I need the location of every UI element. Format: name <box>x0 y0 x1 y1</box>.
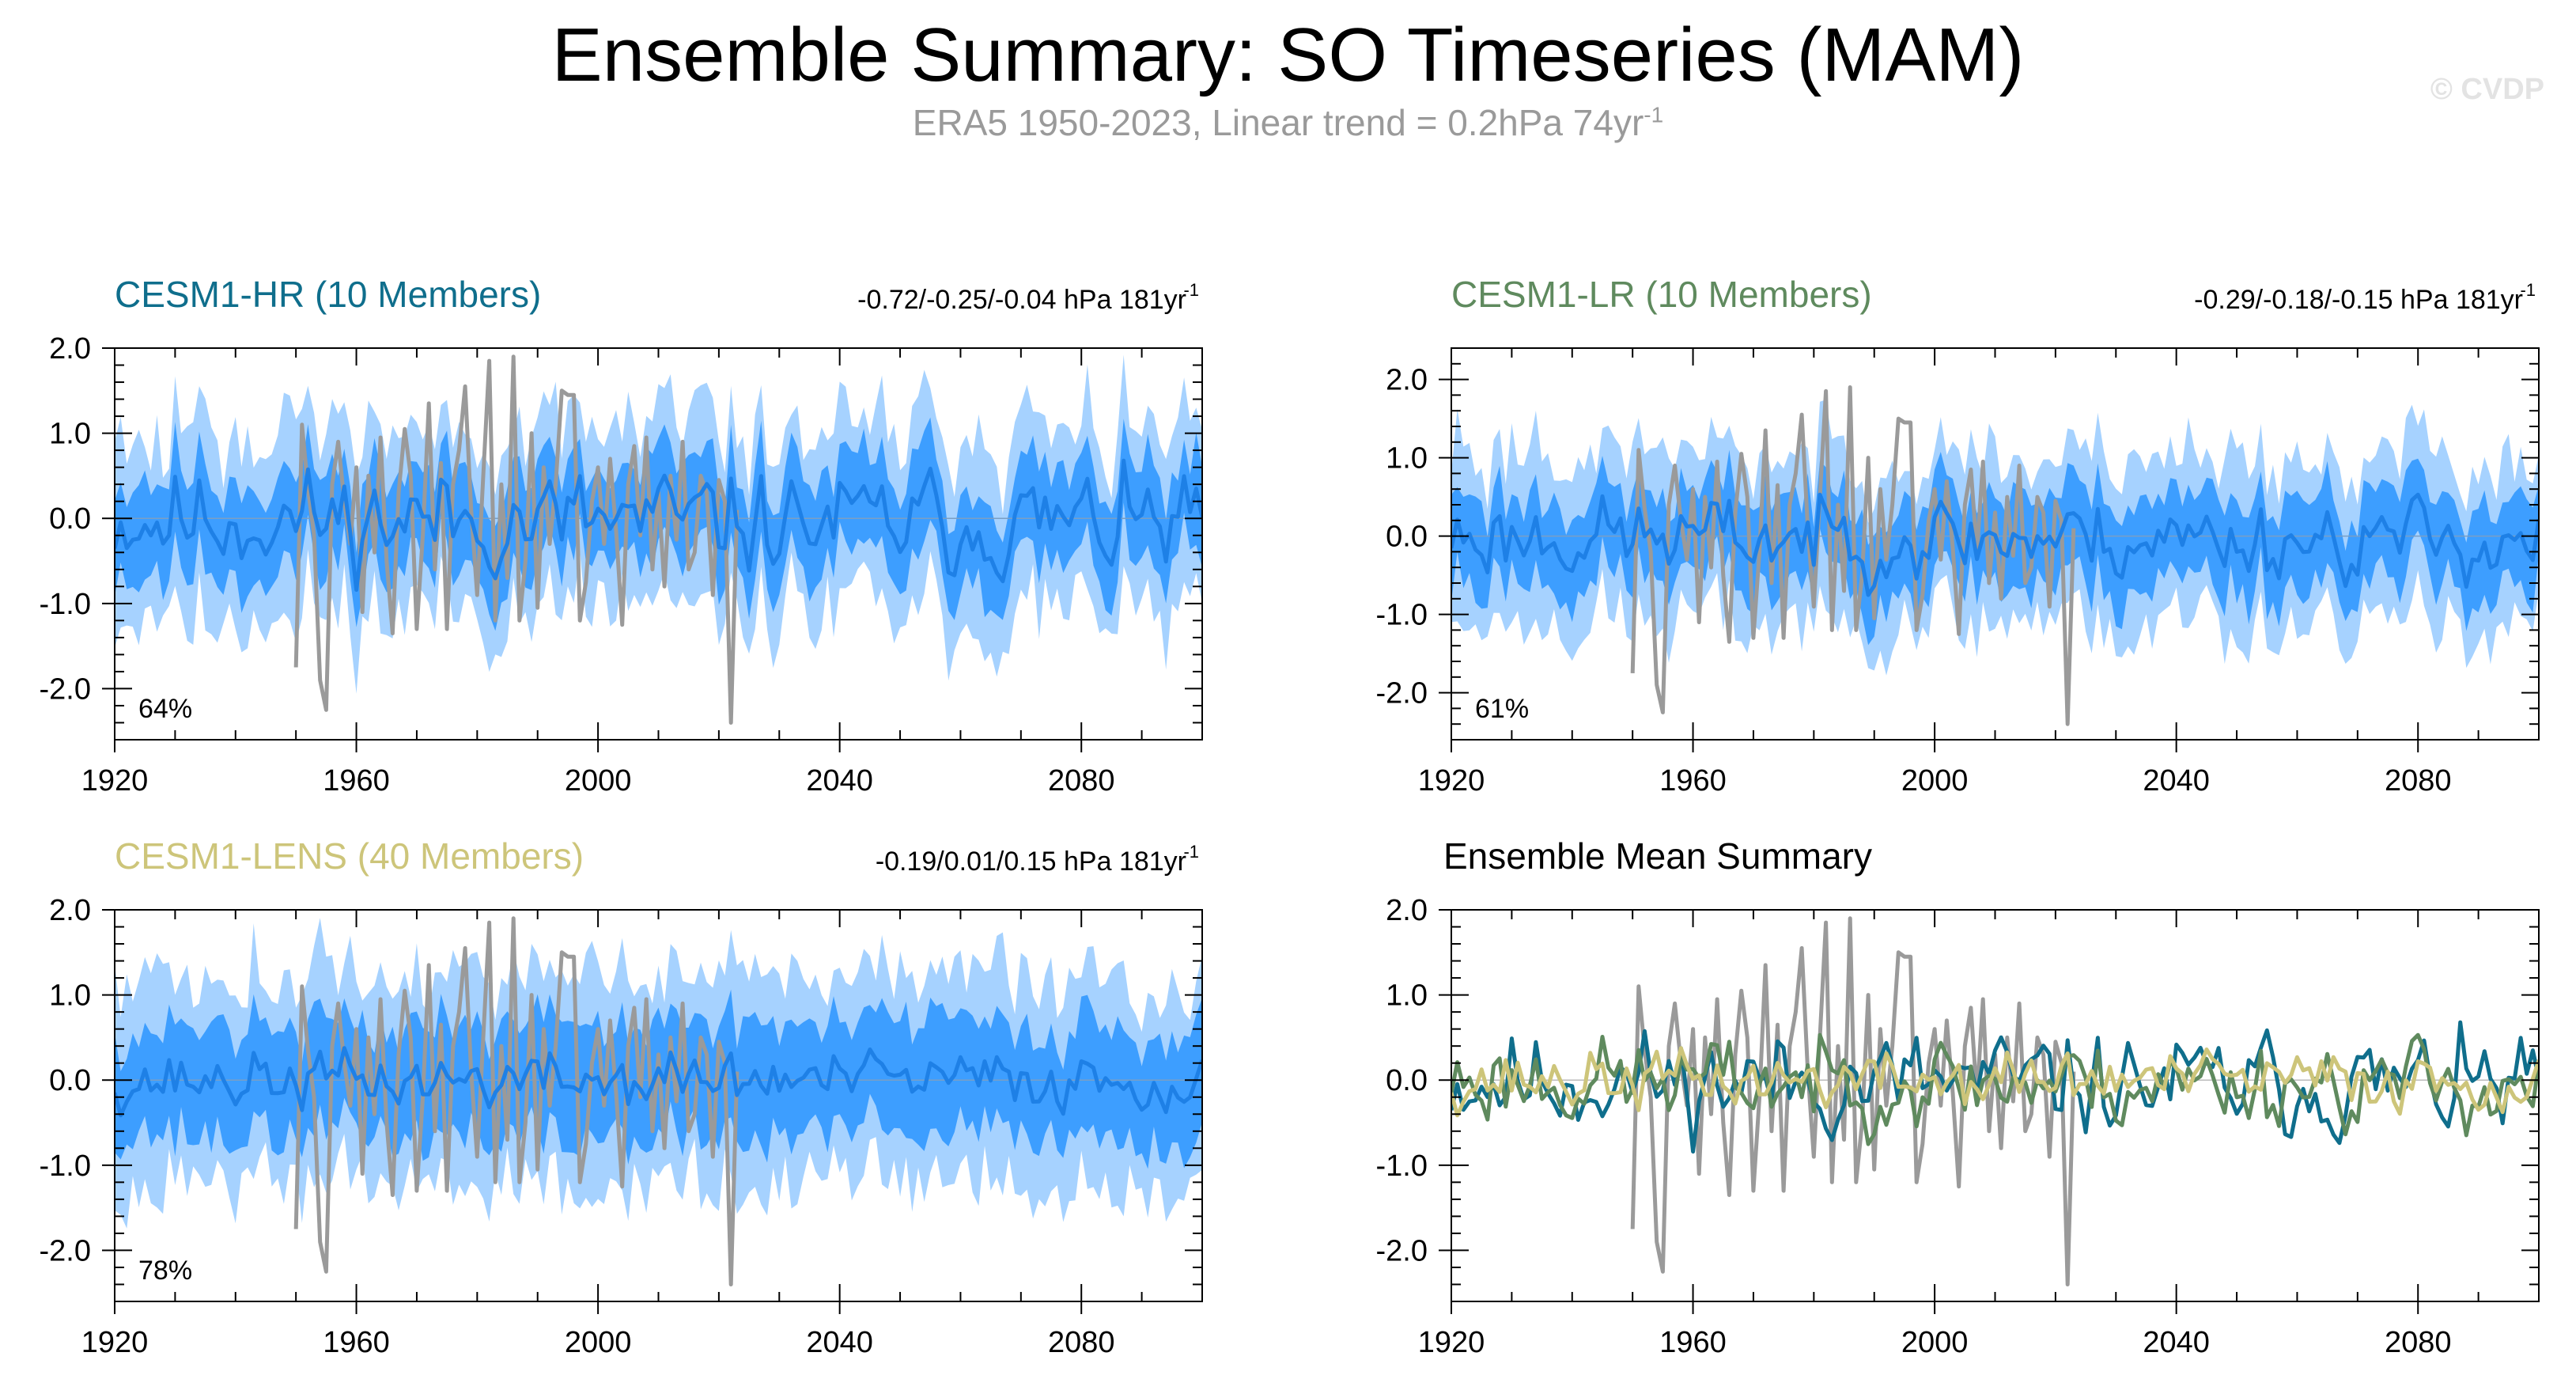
y-tick-label: 0.0 <box>1386 1064 1428 1097</box>
ensemble-mean-line <box>115 1046 1202 1118</box>
y-tick-label: 2.0 <box>1386 894 1428 927</box>
plot-area <box>115 916 1202 1286</box>
percent-label: 64% <box>138 694 192 724</box>
y-tick-label: 0.0 <box>49 502 91 536</box>
inner-spread-band <box>1451 449 2539 646</box>
x-tick-label: 2040 <box>806 764 873 797</box>
x-tick-label: 2000 <box>1901 764 1969 797</box>
y-tick-label: -2.0 <box>1376 677 1428 710</box>
plot-area <box>1451 916 2539 1286</box>
x-tick-label: 1920 <box>81 1326 149 1359</box>
x-tick-label: 2080 <box>2385 1326 2452 1359</box>
x-tick-label: 2000 <box>1901 1326 1969 1359</box>
panel-title: CESM1-LR (10 Members) <box>1451 274 1872 315</box>
panel-title: Ensemble Mean Summary <box>1443 835 1872 877</box>
ensemble-mean-line <box>1451 492 2539 597</box>
observations-line <box>293 916 740 1286</box>
chart-cesm1-lens: 1920 1960 2000 2040 2080 2.0 1.0 0.0 -1.0 -2.0 CES… <box>40 835 1203 1359</box>
trend-label: -0.19/0.01/0.15 hPa 181yr <box>876 847 1186 877</box>
trend-label-superscript: -1 <box>1183 280 1199 300</box>
x-tick-label: 2000 <box>565 1326 632 1359</box>
subtitle-superscript: -1 <box>1644 102 1664 127</box>
y-tick-label: -1.0 <box>40 1150 91 1183</box>
y-tick-label: -1.0 <box>1376 1150 1428 1183</box>
trend-label: -0.72/-0.25/-0.04 hPa 181yr <box>857 285 1186 315</box>
x-tick-label: 2080 <box>2385 764 2452 797</box>
x-tick-label: 1920 <box>1418 764 1485 797</box>
y-tick-label: 1.0 <box>49 979 91 1013</box>
x-tick-label: 2040 <box>2143 764 2210 797</box>
y-tick-label: -2.0 <box>40 672 91 706</box>
cesm1_hr-mean-line <box>1451 1020 2539 1154</box>
x-tick-label: 2080 <box>1048 764 1115 797</box>
y-tick-label: -2.0 <box>1376 1234 1428 1267</box>
x-tick-label: 2000 <box>565 764 632 797</box>
x-tick-label: 1960 <box>323 1326 390 1359</box>
cesm1_lens-mean-line <box>1451 1046 2539 1118</box>
percent-label: 78% <box>138 1256 192 1286</box>
percent-label: 61% <box>1475 694 1529 724</box>
x-tick-label: 2040 <box>806 1326 873 1359</box>
x-tick-label: 1960 <box>323 764 390 797</box>
chart-ensemble-mean-summary: 1920 1960 2000 2040 2080 2.0 1.0 0.0 -1.0 -2.0 Ens… <box>1376 835 2540 1359</box>
plot-area <box>115 354 1202 725</box>
observations-line <box>293 354 740 725</box>
x-tick-label: 1920 <box>1418 1326 1485 1359</box>
y-tick-label: -2.0 <box>40 1234 91 1267</box>
observations-line <box>1630 385 2076 726</box>
y-tick-label: 2.0 <box>49 894 91 927</box>
x-tick-label: 2080 <box>1048 1326 1115 1359</box>
y-tick-label: 1.0 <box>1386 979 1428 1013</box>
plot-frame <box>1451 909 2540 1302</box>
observations-line <box>1630 916 2076 1286</box>
plot-area <box>1451 385 2539 726</box>
y-tick-label: 1.0 <box>49 418 91 451</box>
trend-label-superscript: -1 <box>1183 842 1199 862</box>
x-tick-label: 1960 <box>1659 764 1727 797</box>
trend-label: -0.29/-0.18/-0.15 hPa 181yr <box>2194 285 2523 315</box>
panel-title: CESM1-HR (10 Members) <box>115 274 541 315</box>
y-tick-label: 1.0 <box>1386 442 1428 475</box>
x-tick-label: 1920 <box>81 764 149 797</box>
page-title: Ensemble Summary: SO Timeseries (MAM) <box>551 13 2025 97</box>
chart-cesm1-hr: 1920 1960 2000 2040 2080 2.0 1.0 0.0 -1.0 -2.0 CES… <box>40 274 1203 797</box>
y-tick-label: -1.0 <box>40 588 91 621</box>
y-tick-label: 0.0 <box>49 1064 91 1097</box>
trend-label-superscript: -1 <box>2520 280 2536 300</box>
y-tick-label: 2.0 <box>49 332 91 366</box>
chart-cesm1-lr: 1920 1960 2000 2040 2080 2.0 1.0 0.0 -1.0 -2.0 CES… <box>1376 274 2540 797</box>
y-tick-label: 2.0 <box>1386 364 1428 397</box>
panel-title: CESM1-LENS (40 Members) <box>115 835 584 877</box>
subtitle: ERA5 1950-2023, Linear trend = 0.2hPa 74… <box>0 101 2576 144</box>
y-tick-label: -1.0 <box>1376 599 1428 632</box>
y-tick-label: 0.0 <box>1386 521 1428 554</box>
x-tick-label: 1960 <box>1659 1326 1727 1359</box>
x-tick-label: 2040 <box>2143 1326 2210 1359</box>
cvdp-watermark: © CVDP <box>2430 73 2544 106</box>
ensemble-mean-line <box>115 458 1202 593</box>
subtitle-text: ERA5 1950-2023, Linear trend = 0.2hPa 74… <box>912 102 1644 143</box>
